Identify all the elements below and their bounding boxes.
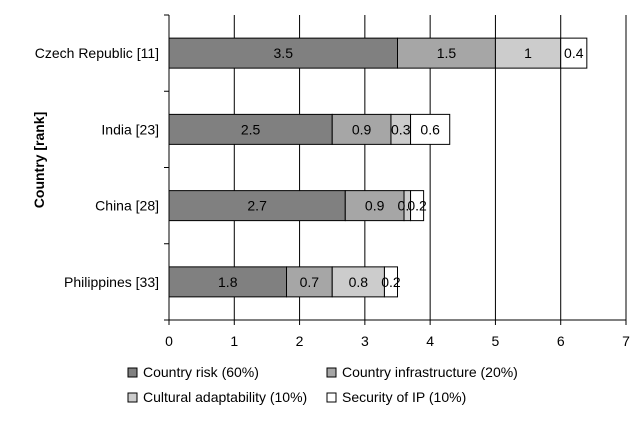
bar-segment-4-3 [331,266,385,298]
data-label-3-2: 0.9 [365,198,385,214]
y-axis-title: Country [rank] [31,112,47,208]
data-label-3-4: 0.2 [407,198,427,214]
bar-segment-1-3 [494,37,562,69]
x-tick-label-6: 6 [557,333,565,349]
bar-segment-4-1 [168,266,288,298]
data-label-3-1: 2.7 [247,198,267,214]
x-tick-label-5: 5 [492,333,500,349]
x-tick-label-0: 0 [165,333,173,349]
bar-segment-3-2 [344,190,405,222]
data-label-4-4: 0.2 [381,274,401,290]
legend-swatch-1 [127,367,138,378]
data-label-1-3: 1 [524,45,532,61]
bar-segment-2-4 [410,113,451,145]
data-label-2-4: 0.6 [420,121,440,137]
x-tick-label-2: 2 [296,333,304,349]
data-label-2-1: 2.5 [241,121,261,137]
bar-segment-1-2 [397,37,496,69]
category-label-3: China [28] [95,198,159,214]
bar-segment-1-4 [560,37,588,69]
legend-label-1: Country risk (60%) [143,364,259,380]
tick-labels: 0 1 2 3 4 5 6 7 [165,333,630,349]
category-label-1: Czech Republic [11] [35,45,159,61]
data-label-4-3: 0.8 [349,274,369,290]
x-tick-label-3: 3 [361,333,369,349]
bar-segment-2-1 [168,113,333,145]
legend-label-2: Country infrastructure (20%) [342,364,518,380]
data-label-4-1: 1.8 [218,274,238,290]
data-label-1-4: 0.4 [564,45,584,61]
bar-segment-4-4 [383,266,399,298]
bar-segment-3-4 [410,190,425,222]
category-label-2: India [23] [101,121,159,137]
data-label-1-2: 1.5 [437,45,457,61]
data-label-2-3: 0.3 [391,121,411,137]
data-label-1-1: 3.5 [274,45,294,61]
x-tick-label-1: 1 [230,333,238,349]
legend-label-3: Cultural adaptability (10%) [143,389,307,405]
legend-swatch-4 [326,392,337,403]
axes [164,14,627,325]
legend-label-4: Security of IP (10%) [342,389,466,405]
category-labels: Czech Republic [11] India [23] China [28] P… [35,45,159,290]
legend-swatch-2 [326,367,337,378]
data-label-4-2: 0.7 [300,274,320,290]
category-label-4: Philippines [33] [64,274,159,290]
x-tick-label-4: 4 [426,333,434,349]
bars: 3.5 1.5 1 0.42.5 0.9 0.3 0.62.7 0.9 0.10.21.8 0.7… [168,37,588,298]
bar-segment-2-2 [331,113,392,145]
legend-swatch-3 [127,392,138,403]
data-label-2-2: 0.9 [352,121,372,137]
bar-segment-3-1 [168,190,346,222]
legend: Country risk (60%) Country infrastructure… [127,364,518,405]
x-tick-label-7: 7 [622,333,630,349]
